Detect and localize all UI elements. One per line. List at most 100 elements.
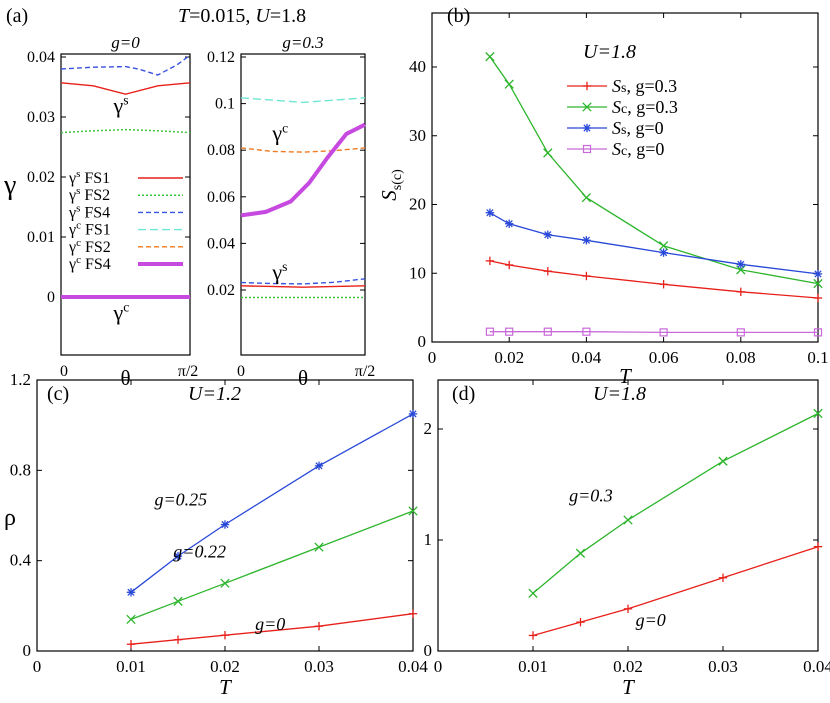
plot-frame	[60, 53, 191, 356]
legend-label: γs FS4	[68, 202, 110, 221]
data-point	[659, 248, 668, 257]
panel-a-title-U-symbol: U	[255, 5, 271, 27]
legend-label-rest: , g=0	[626, 118, 663, 138]
series-line-gs_fs1	[60, 82, 191, 95]
series-label: g=0.3	[569, 486, 613, 506]
legend-label: Sc, g=0	[612, 139, 664, 159]
legend-label-base: γ	[68, 222, 76, 239]
data-point	[582, 271, 591, 281]
series-line	[489, 260, 819, 299]
data-point	[220, 578, 230, 588]
a-left-ytick-label: 0.03	[27, 109, 55, 126]
legend-label: γs FS1	[68, 168, 110, 187]
data-point	[813, 542, 823, 551]
legend-label-sub: c	[621, 102, 627, 117]
data-point	[504, 79, 514, 89]
series-line-gs_fs4	[240, 278, 366, 285]
a-right-ytick-label: 0.04	[207, 235, 235, 252]
data-point-stroke	[315, 462, 323, 470]
annotation-c: γc	[113, 300, 130, 325]
data-point	[623, 604, 633, 614]
legend-label: γs FS2	[68, 185, 110, 204]
d-xtick-label: 0.03	[708, 657, 738, 676]
panel-a-title-T-symbol: T	[178, 5, 191, 27]
d-xtick-label: 0.01	[518, 657, 548, 676]
data-point-stroke	[409, 410, 417, 418]
a-left-ytick-label: 0	[47, 289, 55, 306]
legend-label-base: γ	[68, 204, 76, 221]
d-xtick-label: 0	[434, 657, 443, 676]
data-point	[623, 515, 633, 525]
legend-label-tail: FS4	[80, 204, 110, 221]
a-right-ytick-label: 0.06	[207, 189, 235, 206]
data-point	[528, 631, 538, 640]
series-label: g=0.22	[173, 542, 226, 562]
legend-label: γc FS4	[68, 254, 111, 273]
legend-label-base: γ	[68, 170, 76, 187]
data-point-stroke	[504, 79, 514, 89]
d-ytick-label: 2	[424, 419, 433, 438]
y-axis-label: ρ	[4, 505, 16, 531]
data-point	[485, 327, 494, 336]
series-line-gs_fs2	[60, 128, 191, 134]
legend-marker	[582, 144, 592, 154]
legend-label: Ss, g=0.3	[612, 76, 677, 96]
d-ytick-label: 1	[424, 530, 433, 549]
legend-label-tail: FS4	[81, 256, 111, 273]
series-label: g=0	[255, 614, 285, 634]
data-point	[581, 192, 592, 203]
data-point	[543, 266, 552, 276]
y-axis-label: γ	[3, 170, 16, 201]
legend-label-tail: FS2	[81, 239, 111, 256]
legend-marker-stroke	[582, 102, 592, 112]
data-point-stroke	[659, 249, 668, 257]
annotation-c-base: γ	[271, 121, 282, 146]
data-point-stroke	[813, 278, 823, 289]
a-right-ytick-label: 0.02	[207, 282, 235, 299]
data-point	[173, 596, 183, 606]
data-point-square	[659, 328, 668, 337]
data-point	[813, 408, 823, 419]
series-line	[130, 510, 414, 621]
data-point-stroke	[486, 209, 494, 217]
data-point	[582, 236, 591, 245]
x-axis-label: θ	[298, 366, 308, 390]
c-ytick-label: 0	[23, 641, 32, 660]
data-point	[314, 542, 324, 552]
data-point-stroke	[505, 220, 513, 228]
legend-label-base: γ	[68, 187, 76, 204]
series-line	[489, 331, 818, 334]
subplot-title: g=0	[111, 33, 140, 52]
a-left-xtick-label: π/2	[178, 363, 199, 380]
a-right-xtick-label: 0	[237, 363, 245, 380]
data-point-stroke	[543, 148, 553, 158]
legend-label-sub: c	[621, 144, 627, 159]
data-point-stroke	[582, 236, 591, 244]
panel-a-label: (a)	[6, 5, 28, 27]
data-point	[718, 456, 728, 466]
legend-label-sup: s	[76, 185, 80, 197]
series-line-gs_fs1	[240, 285, 366, 288]
data-point	[736, 328, 745, 337]
data-point-stroke	[528, 588, 538, 598]
data-point	[173, 635, 183, 644]
panel-a-title: T=0.015, U=1.8	[178, 5, 306, 27]
x-axis-label: T	[619, 364, 632, 388]
data-point	[220, 520, 230, 529]
panel-a-title-T-value: =0.015,	[189, 5, 255, 27]
c-ytick-label: 0.4	[10, 551, 32, 570]
legend-label-tail: FS1	[81, 222, 111, 239]
c-xtick-label: 0	[33, 657, 42, 676]
data-point	[813, 328, 823, 337]
legend-label-sup: c	[76, 254, 81, 266]
annotation-s: γs	[113, 93, 129, 118]
data-point-square	[505, 327, 514, 336]
a-left-ytick-label: 0.02	[27, 169, 55, 186]
legend-label-rest: , g=0	[627, 139, 664, 159]
data-point	[485, 208, 495, 217]
legend-label-sup: s	[76, 168, 80, 180]
annotation-c: γc	[271, 120, 288, 145]
data-point-stroke	[485, 52, 495, 62]
panel-d-label: (d)	[452, 383, 475, 405]
